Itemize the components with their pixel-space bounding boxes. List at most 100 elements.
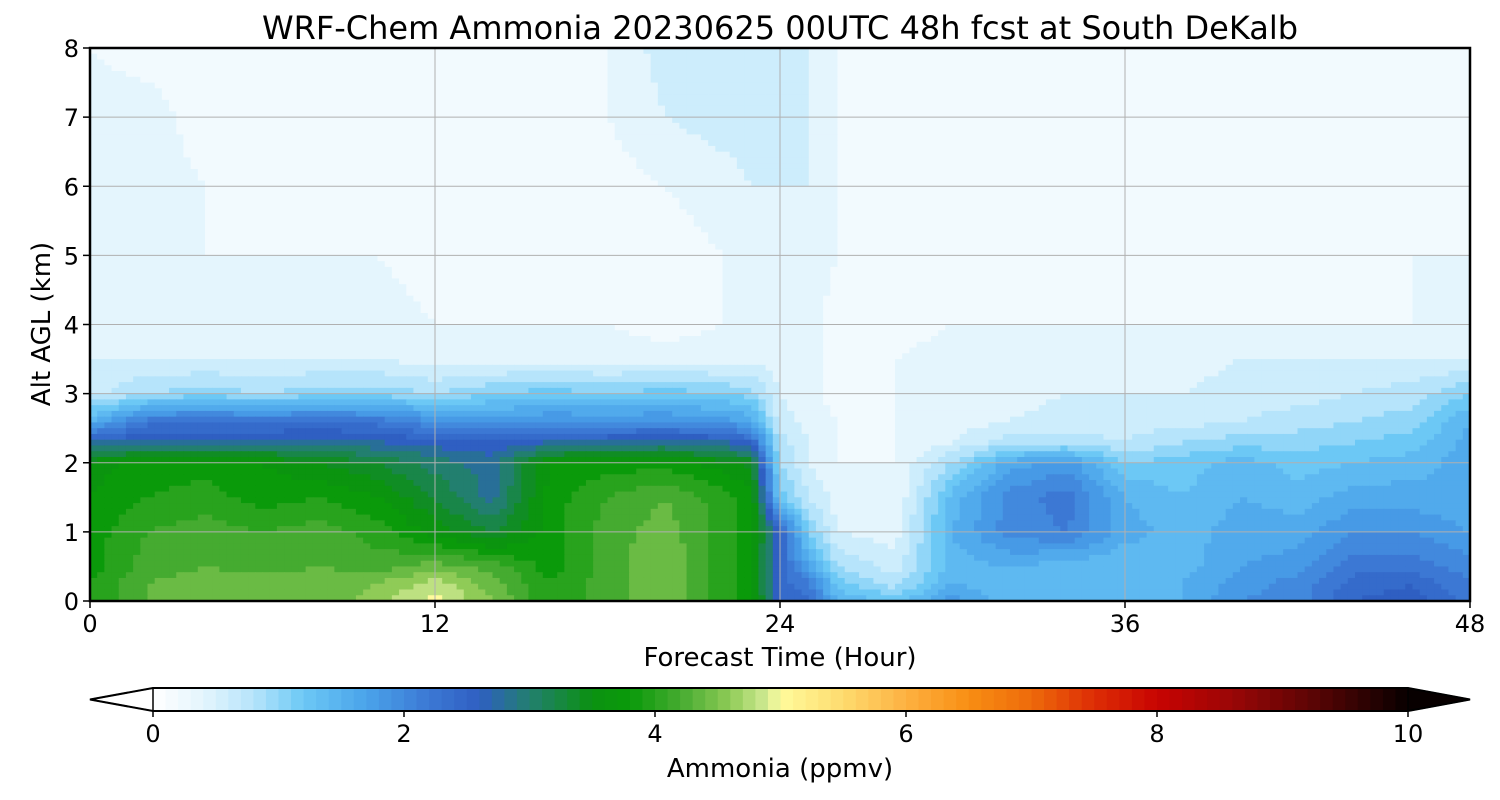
heat-cell [708,168,716,176]
heat-cell [880,53,889,61]
heat-cell [593,59,601,66]
heat-cell [169,88,177,95]
heat-cell [729,59,738,66]
heat-cell [528,186,537,193]
heat-cell [930,48,939,55]
heat-cell [262,94,271,101]
heat-cell [1362,140,1370,147]
heat-cell [629,180,637,187]
heat-cell [1333,117,1342,124]
heat-cell [1038,71,1047,78]
heat-cell [672,128,680,136]
heat-cell [140,174,149,182]
heat-cell [1182,145,1191,153]
heat-cell [693,186,702,193]
heat-cell [391,157,400,164]
heat-cell [1160,65,1169,72]
heat-cell [1311,157,1320,164]
heat-cell [959,140,968,147]
heat-cell [542,59,551,66]
heat-cell [959,59,968,66]
heat-cell [514,168,522,176]
heat-cell [636,145,645,153]
heat-cell [1139,174,1148,182]
heat-cell [909,192,918,199]
heat-cell [492,192,501,199]
heat-cell [844,117,853,124]
heat-cell [923,82,932,89]
heat-cell [880,157,889,164]
heat-cell [485,145,494,153]
heat-cell [1125,140,1133,147]
heat-cell [952,140,961,147]
heat-cell [1153,99,1162,107]
heat-cell [233,163,242,170]
heat-cell [629,157,637,164]
heat-cell [169,168,177,176]
heat-cell [1218,117,1227,124]
heat-cell [269,82,278,89]
heat-cell [470,117,479,124]
heat-cell [341,99,350,107]
heat-cell [974,128,982,136]
heat-cell [147,174,156,182]
heat-cell [564,140,573,147]
heat-cell [722,192,731,199]
heat-cell [1283,122,1291,130]
heat-cell [183,128,192,136]
heat-cell [629,71,637,78]
heat-cell [916,122,925,130]
heat-cell [1311,65,1320,72]
heat-cell [147,65,156,72]
heat-cell [1031,168,1040,176]
heat-cell [478,99,486,107]
heat-cell [1024,140,1033,147]
heat-cell [772,76,781,84]
heat-cell [1031,59,1040,66]
heat-cell [1053,174,1061,182]
heat-cell [988,192,997,199]
heat-cell [607,174,616,182]
heat-cell [1081,99,1090,107]
heat-cell [1462,105,1470,112]
heat-cell [341,82,350,89]
heat-cell [478,48,486,55]
heat-cell [1412,82,1421,89]
heat-cell [478,140,486,147]
heat-cell [183,94,192,101]
heat-cell [334,111,343,118]
heat-cell [557,145,565,153]
heat-cell [952,111,961,118]
heat-cell [133,82,141,89]
heat-cell [463,48,472,55]
heat-cell [823,168,831,176]
heat-cell [1204,140,1212,147]
heat-cell [1462,168,1470,176]
heat-cell [205,168,213,176]
heat-cell [923,180,932,187]
heat-cell [442,99,450,107]
heat-cell [851,82,860,89]
heat-cell [765,145,774,153]
heat-cell [729,122,738,130]
heat-cell [1398,168,1406,176]
heat-cell [370,168,379,176]
heat-cell [1225,117,1234,124]
heat-cell [614,88,623,95]
heat-cell [262,180,271,187]
heat-cell [485,192,494,199]
heat-cell [909,168,918,176]
heat-cell [1412,111,1421,118]
heat-cell [643,128,652,136]
heat-cell [147,111,156,118]
heat-cell [1283,82,1291,89]
heat-cell [700,99,709,107]
heat-cell [1254,140,1263,147]
heat-cell [787,94,795,101]
heat-cell [1362,94,1370,101]
heat-cell [1369,186,1378,193]
heat-cell [291,134,300,141]
heat-cell [1405,71,1414,78]
heat-cell [1053,117,1061,124]
heat-cell [1240,82,1248,89]
